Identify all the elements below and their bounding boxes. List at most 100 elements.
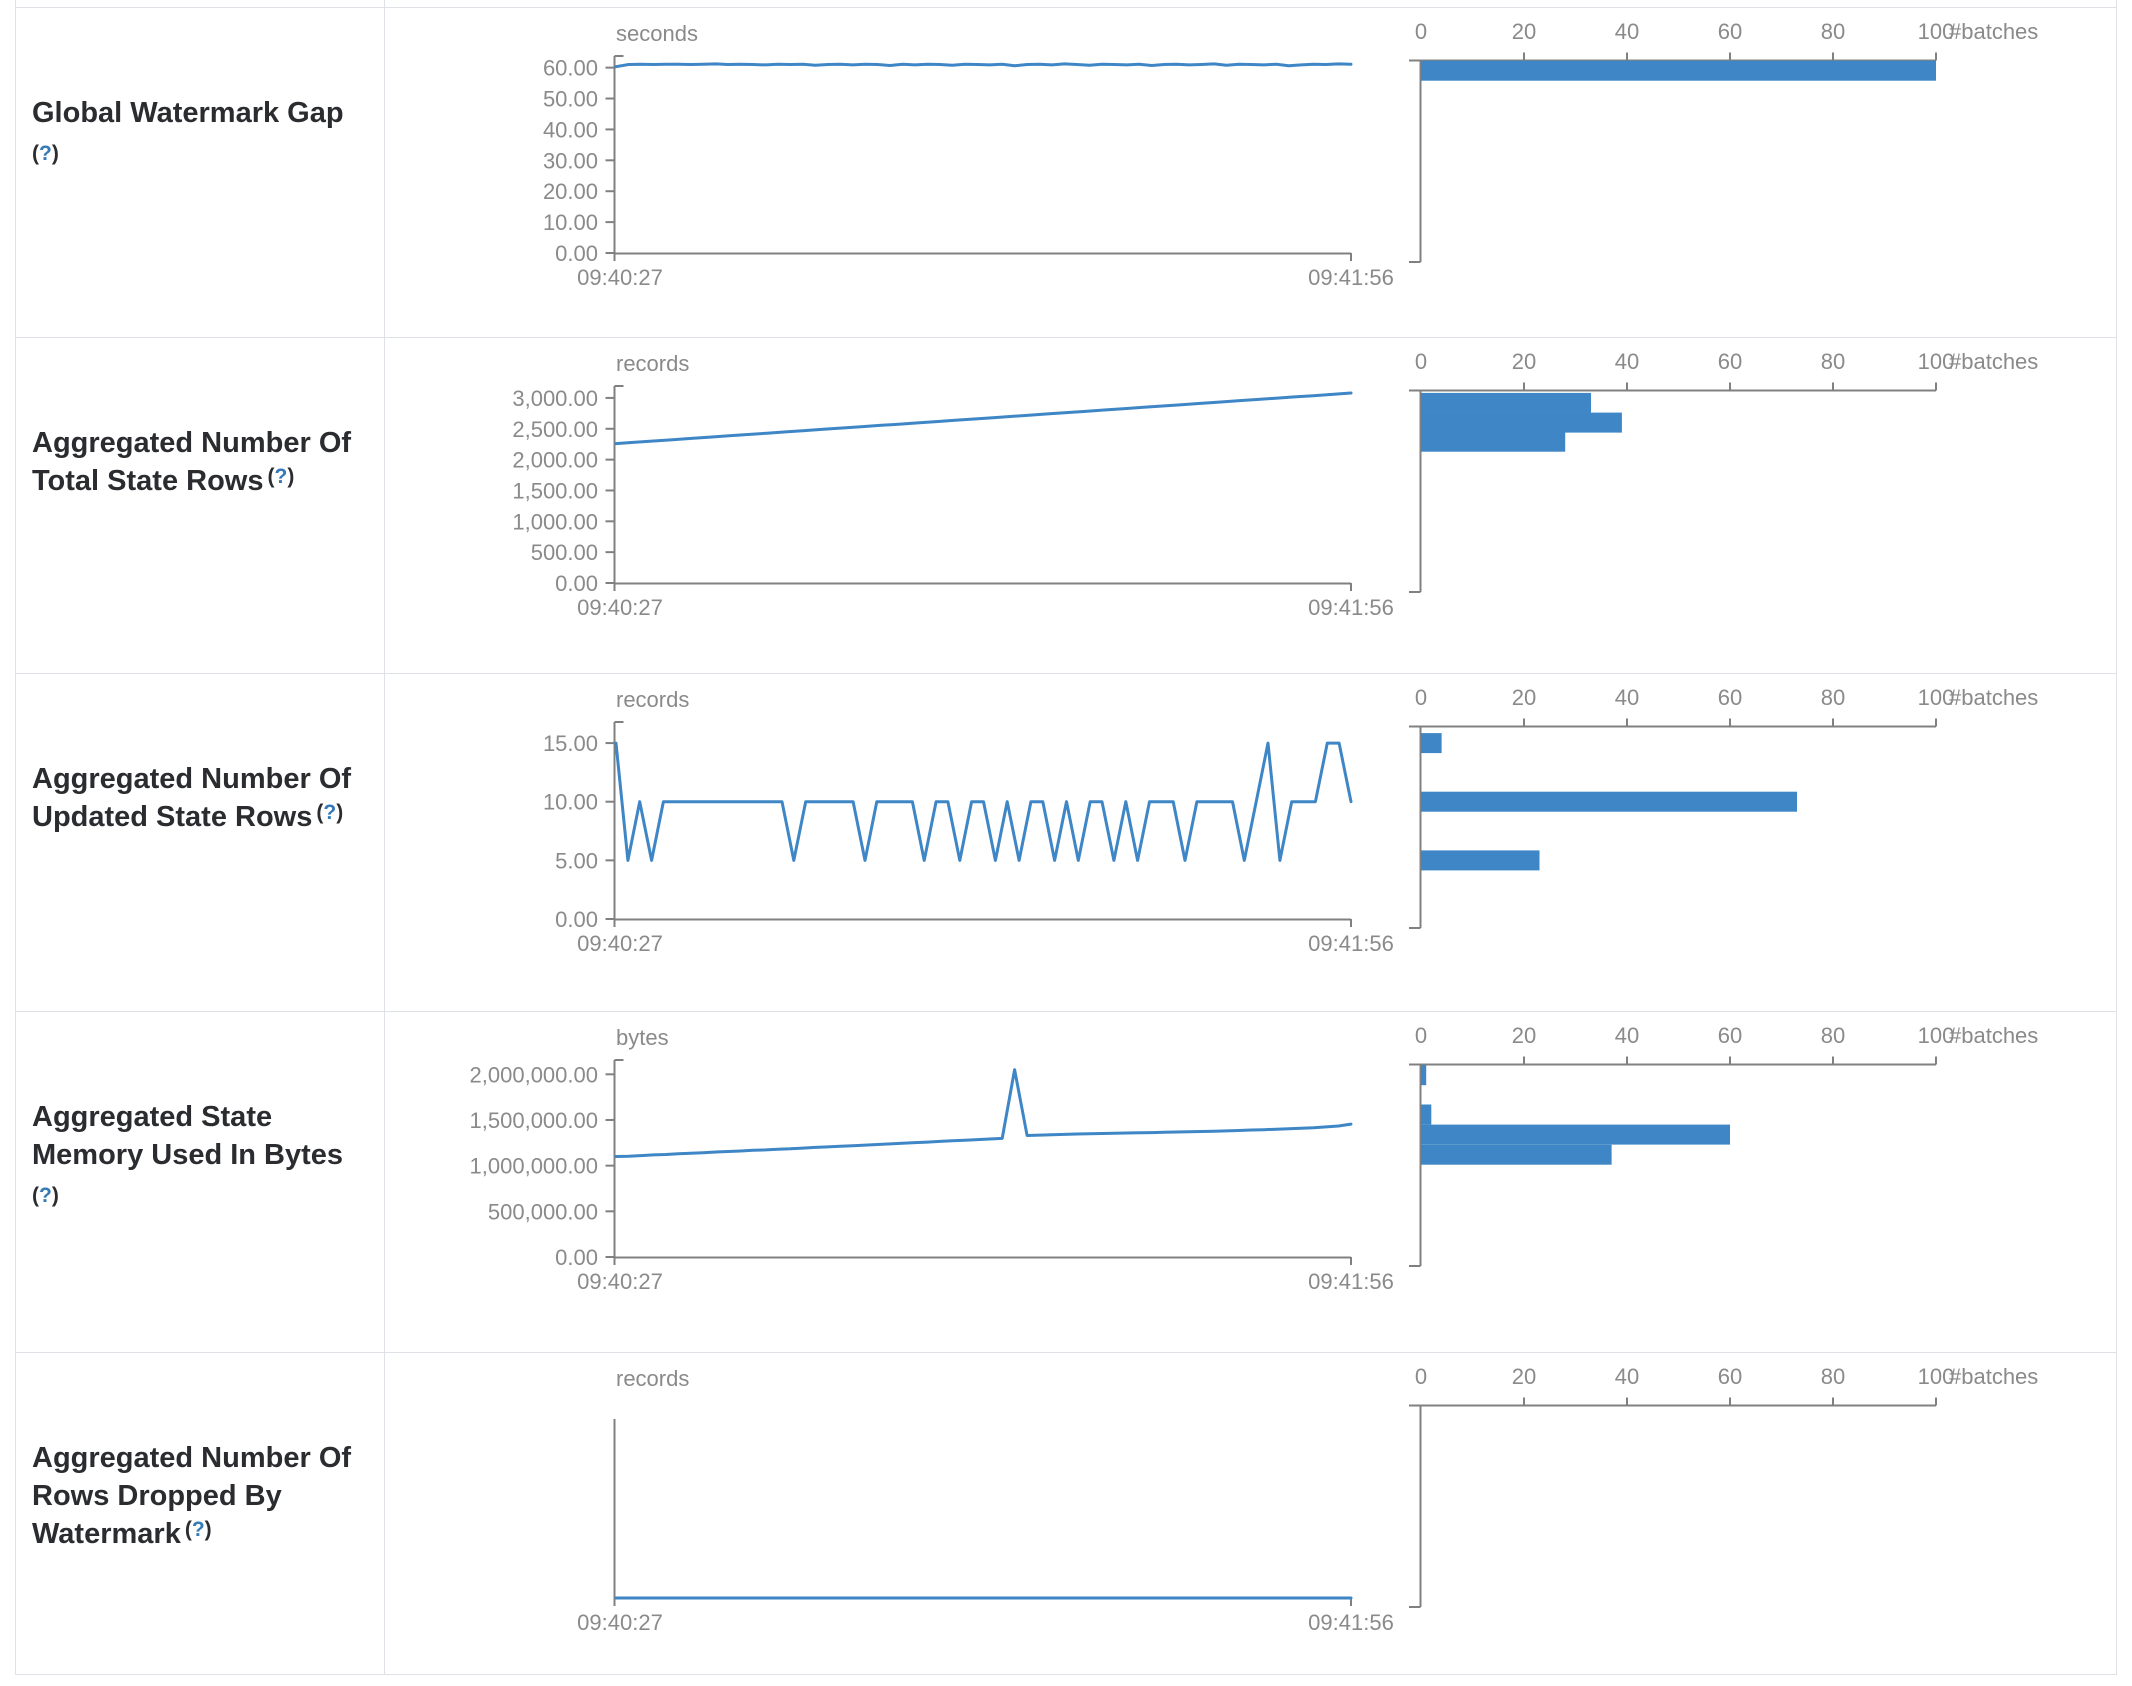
help-question-icon[interactable]: ? bbox=[274, 465, 288, 488]
help-link[interactable]: (?) bbox=[316, 801, 344, 824]
svg-text:20: 20 bbox=[1512, 1364, 1536, 1389]
svg-text:10.00: 10.00 bbox=[543, 790, 598, 815]
svg-text:20: 20 bbox=[1512, 1023, 1536, 1048]
svg-text:80: 80 bbox=[1821, 19, 1845, 44]
table-border-stub bbox=[2116, 0, 2117, 7]
chart-cell: seconds 0.00 10.00 20.00 30.00 40.00 50.00 60.0… bbox=[385, 8, 2116, 337]
svg-text:#batches: #batches bbox=[1949, 19, 2038, 44]
svg-text:40: 40 bbox=[1615, 1364, 1639, 1389]
svg-text:0: 0 bbox=[1415, 1023, 1427, 1048]
metric-label-text: Aggregated State bbox=[32, 1101, 273, 1133]
svg-text:20: 20 bbox=[1512, 349, 1536, 374]
chart-cell: bytes 0.00 500,000.00 1,000,000.00 1,500,000… bbox=[385, 1012, 2116, 1352]
help-question-icon[interactable]: ? bbox=[191, 1518, 205, 1541]
svg-text:0: 0 bbox=[1415, 1364, 1427, 1389]
svg-text:1,000,000.00: 1,000,000.00 bbox=[470, 1154, 598, 1179]
svg-text:0.00: 0.00 bbox=[555, 1245, 598, 1270]
svg-text:40: 40 bbox=[1615, 349, 1639, 374]
svg-text:0.00: 0.00 bbox=[555, 907, 598, 932]
svg-text:0.00: 0.00 bbox=[555, 241, 598, 266]
svg-text:60: 60 bbox=[1718, 685, 1742, 710]
svg-text:500.00: 500.00 bbox=[531, 540, 598, 565]
svg-text:0: 0 bbox=[1415, 685, 1427, 710]
svg-text:#batches: #batches bbox=[1949, 1364, 2038, 1389]
svg-text:60.00: 60.00 bbox=[543, 56, 598, 81]
metric-label-text: Rows Dropped By bbox=[32, 1480, 282, 1512]
svg-text:0: 0 bbox=[1415, 349, 1427, 374]
svg-text:records: records bbox=[616, 351, 689, 376]
svg-text:30.00: 30.00 bbox=[543, 148, 598, 173]
svg-text:1,500,000.00: 1,500,000.00 bbox=[470, 1108, 598, 1133]
help-question-icon[interactable]: ? bbox=[323, 801, 337, 824]
svg-text:500,000.00: 500,000.00 bbox=[488, 1199, 598, 1224]
metric-label-text: Aggregated Number Of bbox=[32, 763, 352, 795]
chart-cell: records 0.00 500.00 1,000.00 1,500.00 2,000.0… bbox=[385, 338, 2116, 673]
svg-text:100: 100 bbox=[1918, 19, 1955, 44]
streaming-statistics-table: Global Watermark Gap (?) seconds 0.00 10.00 2… bbox=[15, 7, 2117, 1675]
svg-text:60: 60 bbox=[1718, 1364, 1742, 1389]
svg-text:bytes: bytes bbox=[616, 1025, 669, 1050]
svg-text:80: 80 bbox=[1821, 1023, 1845, 1048]
help-question-icon[interactable]: ? bbox=[39, 142, 52, 165]
svg-text:2,500.00: 2,500.00 bbox=[512, 417, 598, 442]
svg-text:#batches: #batches bbox=[1949, 685, 2038, 710]
svg-text:09:41:56: 09:41:56 bbox=[1308, 1610, 1394, 1635]
svg-text:40: 40 bbox=[1615, 685, 1639, 710]
metric-label-text: Memory Used In Bytes bbox=[32, 1139, 344, 1171]
svg-text:80: 80 bbox=[1821, 1364, 1845, 1389]
svg-text:1,000.00: 1,000.00 bbox=[512, 509, 598, 534]
table-row: Aggregated Number Of Updated State Rows (?… bbox=[16, 674, 2116, 1012]
svg-text:09:40:27: 09:40:27 bbox=[577, 595, 663, 620]
table-top-edge bbox=[0, 0, 2132, 7]
svg-text:100: 100 bbox=[1918, 1023, 1955, 1048]
svg-text:1,500.00: 1,500.00 bbox=[512, 478, 598, 503]
svg-text:09:40:27: 09:40:27 bbox=[577, 265, 663, 290]
help-link[interactable]: (?) bbox=[184, 1518, 212, 1541]
timeline-and-histogram-chart: records 0.00 500.00 1,000.00 1,500.00 2,000.0… bbox=[512, 349, 2038, 620]
table-border-stub bbox=[384, 0, 385, 7]
metric-label-cell: Aggregated State Memory Used In Bytes (?) bbox=[16, 1012, 385, 1352]
svg-text:60: 60 bbox=[1718, 349, 1742, 374]
table-row: Aggregated State Memory Used In Bytes (?) b… bbox=[16, 1012, 2116, 1353]
help-question-icon[interactable]: ? bbox=[39, 1184, 52, 1207]
metric-label-cell: Aggregated Number Of Rows Dropped By Water… bbox=[16, 1353, 385, 1674]
timeline-and-histogram-chart: seconds 0.00 10.00 20.00 30.00 40.00 50.00 60.0… bbox=[543, 19, 2038, 290]
svg-text:2,000,000.00: 2,000,000.00 bbox=[470, 1062, 598, 1087]
svg-text:#batches: #batches bbox=[1949, 349, 2038, 374]
metric-label-cell: Aggregated Number Of Updated State Rows (?… bbox=[16, 674, 385, 1011]
svg-text:09:40:27: 09:40:27 bbox=[577, 931, 663, 956]
svg-text:10.00: 10.00 bbox=[543, 210, 598, 235]
metric-label-text: Global Watermark Gap bbox=[32, 97, 344, 129]
help-link[interactable]: (?) bbox=[32, 1184, 59, 1207]
svg-text:20: 20 bbox=[1512, 685, 1536, 710]
timeline-and-histogram-chart: bytes 0.00 500,000.00 1,000,000.00 1,500,000… bbox=[470, 1023, 2039, 1294]
chart-cell: records 0.00 5.00 10.00 15.00 09:40:27 09:41:5… bbox=[385, 674, 2116, 1011]
svg-text:20.00: 20.00 bbox=[543, 179, 598, 204]
svg-text:seconds: seconds bbox=[616, 21, 698, 46]
svg-text:09:40:27: 09:40:27 bbox=[577, 1610, 663, 1635]
chart-cell: records 09:40:27 09:41:56 0 20 40 60 80 100 #batc… bbox=[385, 1353, 2116, 1674]
table-border-stub bbox=[15, 0, 16, 7]
metric-label-cell: Aggregated Number Of Total State Rows (?) bbox=[16, 338, 385, 673]
svg-text:80: 80 bbox=[1821, 349, 1845, 374]
table-row: Aggregated Number Of Total State Rows (?) r… bbox=[16, 338, 2116, 674]
svg-text:100: 100 bbox=[1918, 685, 1955, 710]
svg-text:100: 100 bbox=[1918, 1364, 1955, 1389]
metric-label-line: Aggregated Number Of bbox=[32, 424, 364, 462]
metric-label-line: (?) bbox=[32, 132, 364, 173]
metric-label-line: Aggregated Number Of bbox=[32, 1439, 364, 1477]
svg-text:50.00: 50.00 bbox=[543, 87, 598, 112]
svg-text:40: 40 bbox=[1615, 19, 1639, 44]
timeline-and-histogram-chart: records 09:40:27 09:41:56 0 20 40 60 80 100#batc… bbox=[577, 1364, 2038, 1635]
svg-text:09:41:56: 09:41:56 bbox=[1308, 595, 1394, 620]
svg-text:09:41:56: 09:41:56 bbox=[1308, 1269, 1394, 1294]
svg-text:09:41:56: 09:41:56 bbox=[1308, 265, 1394, 290]
help-link[interactable]: (?) bbox=[267, 465, 295, 488]
help-link[interactable]: (?) bbox=[32, 142, 59, 165]
svg-text:0: 0 bbox=[1415, 19, 1427, 44]
svg-text:09:41:56: 09:41:56 bbox=[1308, 931, 1394, 956]
metric-label-text: Updated State Rows bbox=[32, 801, 313, 833]
svg-text:09:40:27: 09:40:27 bbox=[577, 1269, 663, 1294]
table-row: Global Watermark Gap (?) seconds 0.00 10.00 2… bbox=[16, 8, 2116, 338]
svg-text:60: 60 bbox=[1718, 19, 1742, 44]
